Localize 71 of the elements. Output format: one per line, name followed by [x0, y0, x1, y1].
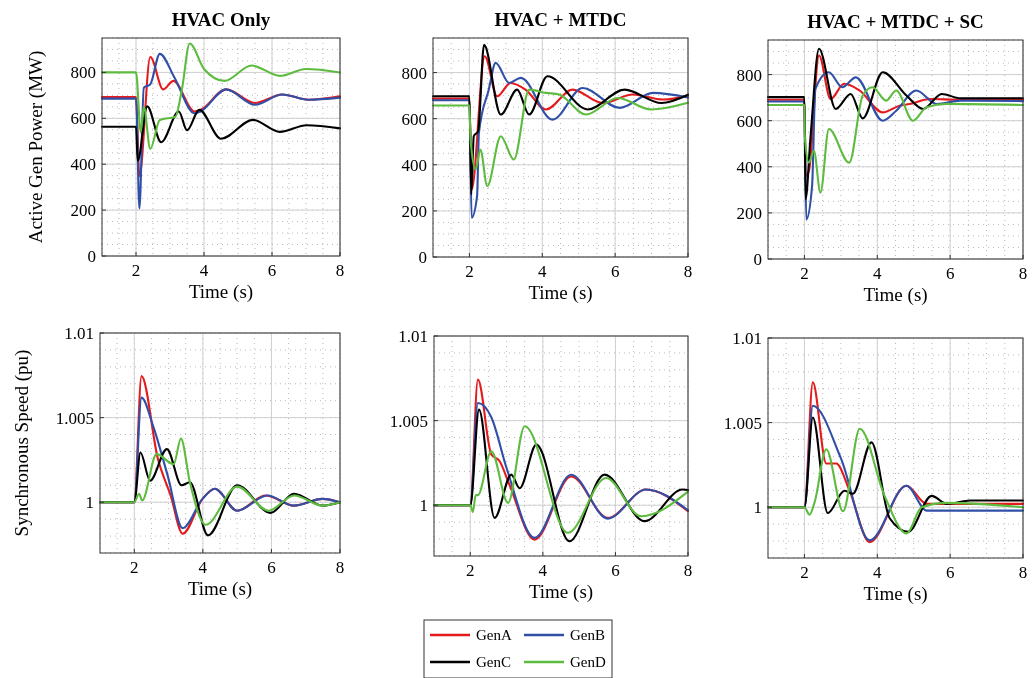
y-tick-label: 1.01 — [732, 328, 762, 348]
x-axis-title: Time (s) — [528, 581, 594, 603]
line-series — [98, 437, 342, 526]
y-tick-label: 1 — [753, 498, 762, 518]
x-tick-label: 4 — [538, 561, 548, 580]
y-tick-label: 1.005 — [723, 413, 762, 433]
y-tick-label: 600 — [736, 111, 762, 131]
y-tick-label: 1.005 — [389, 411, 428, 431]
x-tick-label: 4 — [199, 261, 209, 280]
x-tick-label: 2 — [131, 261, 141, 280]
x-axis-title: Time (s) — [187, 578, 253, 600]
line-series — [100, 105, 342, 162]
y-tick-label: 400 — [401, 155, 427, 175]
chart-title: HVAC + MTDC + SC — [807, 11, 984, 32]
x-tick-label: 8 — [1018, 563, 1028, 582]
x-tick-label: 8 — [683, 561, 693, 580]
x-tick-label: 6 — [945, 563, 955, 582]
x-tick-label: 6 — [945, 264, 955, 283]
y-tick-label: 600 — [401, 109, 427, 129]
y-tick-label: 200 — [70, 201, 96, 221]
y-tick-label: 200 — [401, 201, 427, 221]
y-tick-label: 600 — [70, 109, 96, 129]
legend-label: GenB — [570, 627, 605, 644]
x-tick-label: 2 — [800, 563, 809, 582]
y-axis-title: Synchronous Speed (pu) — [11, 349, 33, 537]
x-tick-label: 6 — [610, 262, 620, 281]
x-tick-label: 8 — [335, 558, 345, 577]
legend-label: GenC — [476, 654, 511, 671]
x-tick-label: 4 — [538, 262, 548, 281]
x-axis-title: Time (s) — [528, 282, 593, 304]
y-tick-label: 800 — [401, 63, 427, 83]
line-series — [766, 47, 1025, 201]
chart-title: HVAC + MTDC — [494, 9, 627, 30]
chart-title: HVAC Only — [171, 9, 271, 30]
x-tick-label: 8 — [335, 261, 345, 280]
y-tick-label: 1 — [419, 496, 428, 516]
y-tick-label: 800 — [70, 63, 96, 83]
y-tick-label: 0 — [418, 247, 427, 267]
legend-label: GenA — [476, 627, 512, 644]
y-tick-label: 1.01 — [398, 326, 428, 346]
x-axis-title: Time (s) — [188, 281, 254, 303]
y-tick-label: 400 — [70, 155, 96, 175]
line-series — [432, 425, 690, 534]
x-tick-label: 2 — [466, 561, 475, 580]
x-tick-label: 4 — [873, 563, 883, 582]
y-tick-label: 1.005 — [55, 408, 94, 428]
x-axis-title: Time (s) — [863, 583, 928, 605]
x-tick-label: 8 — [1018, 264, 1028, 283]
line-series — [431, 88, 690, 188]
y-tick-label: 800 — [736, 65, 762, 85]
y-axis-title: Active Gen Power (MW) — [25, 50, 47, 244]
x-tick-label: 6 — [267, 261, 277, 280]
y-tick-label: 1.01 — [64, 323, 94, 343]
y-tick-label: 0 — [87, 246, 96, 266]
line-series — [100, 42, 342, 150]
y-tick-label: 0 — [753, 249, 762, 269]
x-tick-label: 6 — [611, 561, 620, 580]
x-axis-title: Time (s) — [863, 284, 928, 306]
x-tick-label: 2 — [130, 558, 139, 577]
x-tick-label: 4 — [198, 558, 208, 577]
y-tick-label: 1 — [85, 493, 94, 513]
x-tick-label: 4 — [873, 264, 883, 283]
y-tick-label: 200 — [736, 203, 762, 223]
line-series — [100, 52, 342, 210]
x-tick-label: 2 — [800, 264, 809, 283]
legend-label: GenD — [570, 654, 606, 671]
x-tick-label: 6 — [267, 558, 276, 577]
x-tick-label: 8 — [683, 262, 693, 281]
x-tick-label: 2 — [465, 262, 474, 281]
line-series — [766, 86, 1025, 194]
y-tick-label: 400 — [736, 157, 762, 177]
